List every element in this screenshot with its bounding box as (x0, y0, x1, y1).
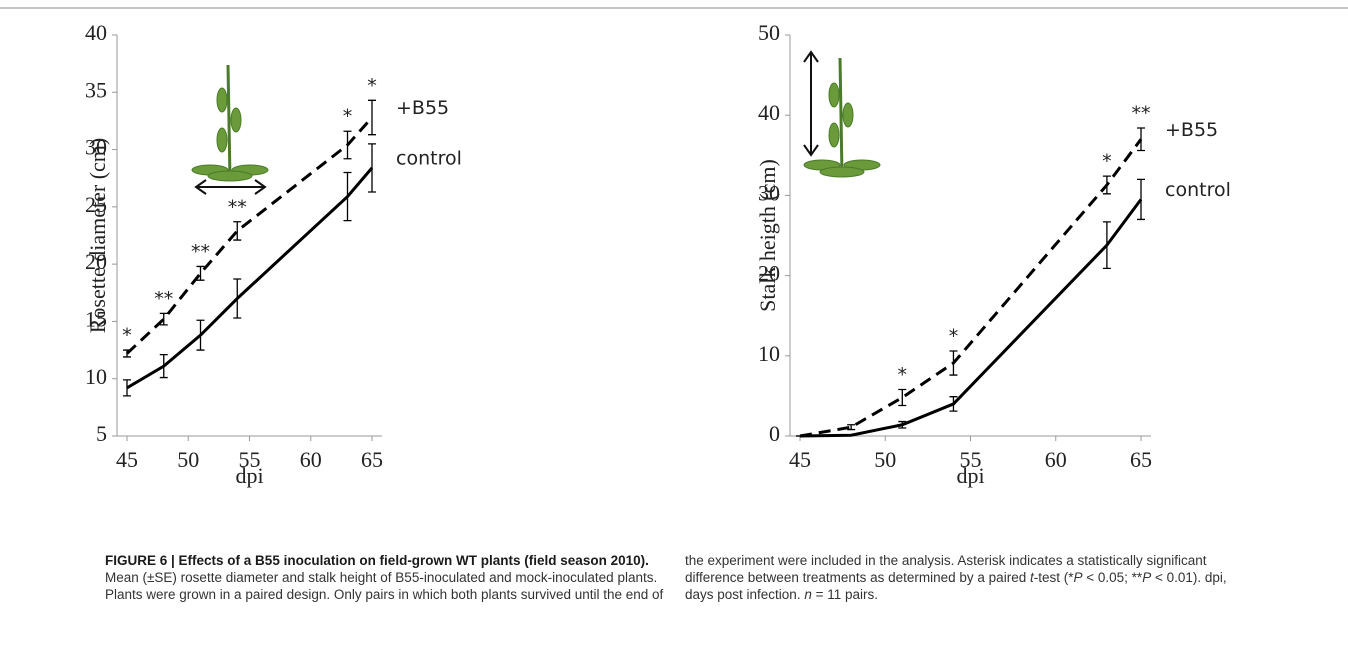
caption-text: t (1029, 570, 1034, 585)
significance-label: * (343, 106, 353, 128)
error-bar (159, 312, 168, 326)
error-bar (233, 278, 242, 319)
x-tick-label: 50 (874, 447, 896, 472)
error-bar (898, 420, 907, 429)
error-bar (196, 265, 205, 281)
y-tick-label: 10 (85, 364, 107, 389)
error-bar (949, 350, 958, 376)
error-bar (233, 221, 242, 241)
significance-label: * (122, 325, 132, 347)
error-bar (1102, 221, 1111, 270)
series-line (799, 198, 1143, 438)
y-tick-label: 0 (769, 421, 780, 446)
x-tick-label: 55 (239, 447, 261, 472)
x-tick-label: 60 (300, 447, 322, 472)
y-tick-label: 20 (85, 249, 107, 274)
significance-label: ** (228, 196, 247, 218)
height-arrow (803, 50, 819, 157)
x-tick-label: 65 (361, 447, 383, 472)
error-bar (123, 379, 131, 397)
x-tick-label: 60 (1045, 447, 1067, 472)
error-bar (196, 319, 205, 351)
significance-label: ** (154, 288, 173, 310)
series-label: control (396, 147, 462, 169)
error-bar (1137, 178, 1145, 221)
error-bar (949, 396, 958, 412)
x-tick-label: 45 (789, 447, 811, 472)
series-line (126, 166, 374, 390)
series-label: control (1165, 179, 1231, 201)
significance-label: ** (191, 241, 210, 263)
y-tick-label: 35 (85, 77, 107, 102)
x-axis-label: dpi (235, 463, 263, 488)
significance-label: * (367, 75, 377, 97)
y-tick-label: 40 (85, 20, 107, 45)
y-axis-label: Rosette diameter (cm) (85, 138, 110, 333)
y-tick-label: 30 (758, 180, 780, 205)
figure: 5 10 15 20 25 30 35 40 45 50 55 60 65 dpi Rosette diam… (0, 7, 1348, 488)
x-axis-label: dpi (956, 463, 984, 488)
caption-text: = 11 pairs. (811, 587, 879, 602)
error-bar (1102, 175, 1111, 195)
series-label: +B55 (396, 97, 449, 119)
caption-text: Mean (±SE) rosette diameter and stalk he… (105, 553, 1207, 602)
caption: FIGURE 6 | Effects of a B55 inoculation … (105, 552, 1245, 603)
error-bar (368, 143, 376, 193)
y-tick-label: 5 (96, 421, 107, 446)
error-bar (343, 130, 352, 160)
y-axis-label: Stalk heigth (cm) (755, 159, 780, 312)
error-bar (898, 388, 907, 407)
y-tick-label: 20 (758, 261, 780, 286)
y-tick-label: 15 (85, 306, 107, 331)
series-line (799, 138, 1143, 438)
plant-icon (191, 64, 269, 182)
caption-text: P (1073, 570, 1083, 585)
caption-text: n (804, 587, 812, 602)
x-tick-label: 50 (177, 447, 199, 472)
y-tick-label: 50 (758, 20, 780, 45)
error-bar (343, 171, 352, 222)
significance-label: * (1102, 151, 1112, 173)
y-tick-label: 10 (758, 341, 780, 366)
error-bar (1137, 127, 1145, 152)
error-bar (368, 99, 376, 136)
caption-text: P (1142, 570, 1152, 585)
significance-label: * (898, 364, 908, 386)
width-arrow (194, 179, 267, 195)
y-tick-label: 30 (85, 135, 107, 160)
plant-icon (803, 57, 881, 178)
error-bar (159, 354, 168, 379)
error-bar (847, 424, 856, 431)
series-line (125, 116, 374, 355)
caption-text: < 0.05; ** (1082, 570, 1143, 585)
y-tick-label: 25 (85, 192, 107, 217)
caption-title: FIGURE 6 | Effects of a B55 inoculation … (105, 553, 649, 568)
x-tick-label: 55 (960, 447, 982, 472)
series-label: +B55 (1165, 119, 1218, 141)
caption-text: -test (* (1033, 570, 1074, 585)
significance-label: * (949, 325, 959, 347)
significance-label: ** (1132, 103, 1151, 125)
y-tick-label: 40 (758, 100, 780, 125)
x-tick-label: 65 (1130, 447, 1152, 472)
caption-text: < 0.01). dpi, days post infection. (685, 570, 1227, 602)
x-tick-label: 45 (116, 447, 138, 472)
error-bar (123, 349, 131, 358)
